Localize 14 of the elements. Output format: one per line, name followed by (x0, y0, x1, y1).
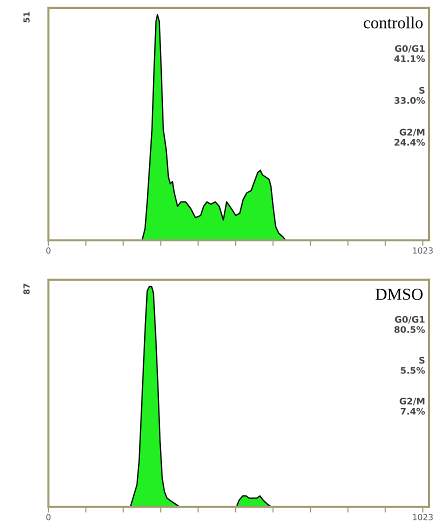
annotation: G2/M 7.4% (400, 398, 425, 415)
annotation: G2/M 24.4% (394, 128, 425, 146)
annotation: S 33.0% (394, 86, 425, 104)
x-tick-label: 1023 (413, 247, 433, 254)
annotation: G0/G1 80.5% (394, 316, 425, 333)
annotation: G0/G1 41.1% (394, 45, 425, 62)
text: 87 (23, 284, 30, 294)
text: 51 (23, 12, 30, 22)
chart-title: controllo (364, 16, 423, 28)
annotation: S 5.5% (400, 356, 425, 374)
chart-title: DMSO (376, 288, 423, 300)
x-tick-label: 1023 (413, 514, 433, 520)
x-tick-label: 0 (46, 514, 50, 520)
x-tick-label: 0 (46, 247, 50, 254)
